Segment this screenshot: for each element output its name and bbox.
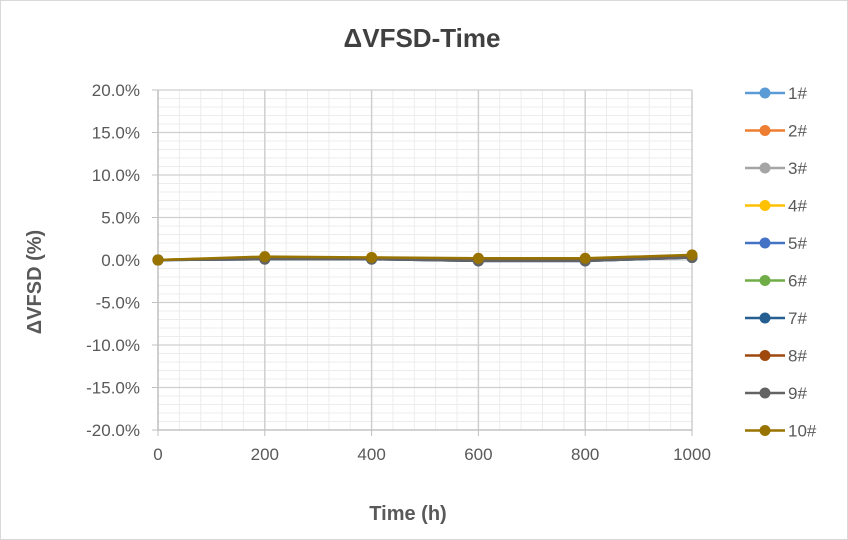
legend-item: 2# — [745, 122, 807, 141]
axes — [152, 89, 693, 436]
legend-label: 3# — [788, 159, 807, 178]
series-10 — [152, 249, 698, 266]
y-tick-label: 5.0% — [101, 209, 140, 228]
legend-label: 1# — [788, 84, 807, 103]
y-tick-label: 10.0% — [92, 166, 140, 185]
y-tick-label: -5.0% — [96, 294, 140, 313]
legend-marker — [759, 350, 771, 361]
legend-label: 9# — [788, 384, 807, 403]
legend-label: 10# — [788, 422, 817, 441]
legend-marker — [759, 162, 771, 174]
data-point — [366, 251, 378, 263]
legend-item: 3# — [745, 159, 807, 178]
legend: 1# 2# 3# 4# 5# 6# 7# 8# 9# 10# — [745, 84, 817, 441]
x-tick-label: 600 — [464, 445, 492, 464]
data-point — [259, 251, 271, 263]
legend-item: 8# — [745, 347, 807, 366]
legend-label: 6# — [788, 272, 807, 291]
x-tick-label: 400 — [357, 445, 385, 464]
legend-marker — [759, 87, 771, 99]
legend-item: 7# — [745, 309, 807, 328]
x-tick-label: 200 — [251, 445, 279, 464]
series-group — [152, 249, 698, 267]
legend-item: 9# — [745, 384, 807, 403]
legend-marker — [759, 425, 771, 436]
legend-marker — [759, 237, 771, 249]
legend-item: 5# — [745, 234, 807, 253]
y-tick-labels: -20.0% -15.0% -10.0% -5.0% 0.0% 5.0% 10.0% 15.0… — [86, 81, 140, 440]
x-tick-label: 1000 — [673, 445, 711, 464]
y-tick-label: 20.0% — [92, 81, 140, 100]
legend-item: 10# — [745, 422, 817, 441]
legend-item: 1# — [745, 84, 807, 103]
y-tick-label: -10.0% — [86, 336, 140, 355]
series-line — [157, 256, 693, 263]
y-tick-label: -15.0% — [86, 379, 140, 398]
series-line — [157, 253, 693, 262]
y-tick-label: 15.0% — [92, 124, 140, 143]
data-point — [579, 252, 591, 264]
legend-label: 4# — [788, 197, 807, 216]
legend-marker — [759, 125, 771, 136]
y-tick-label: 0.0% — [101, 251, 140, 270]
data-point — [152, 254, 164, 266]
chart-title: ΔVFSD-Time — [344, 23, 501, 53]
legend-label: 5# — [788, 234, 807, 253]
x-tick-labels: 0 200 400 600 800 1000 — [153, 445, 711, 464]
legend-label: 2# — [788, 122, 807, 141]
y-axis-title: ΔVFSD (%) — [24, 230, 46, 334]
legend-item: 6# — [745, 272, 807, 291]
x-tick-label: 800 — [571, 445, 599, 464]
legend-marker — [759, 387, 771, 399]
series-9 — [152, 251, 698, 267]
x-axis-title: Time (h) — [369, 503, 446, 525]
legend-marker — [759, 312, 771, 324]
legend-marker — [759, 275, 771, 286]
x-tick-label: 0 — [153, 445, 162, 464]
legend-label: 8# — [788, 347, 807, 366]
legend-marker — [759, 200, 771, 211]
data-point — [686, 249, 698, 261]
data-point — [472, 252, 484, 264]
legend-item: 4# — [745, 197, 807, 216]
legend-label: 7# — [788, 309, 807, 328]
y-tick-label: -20.0% — [86, 421, 140, 440]
